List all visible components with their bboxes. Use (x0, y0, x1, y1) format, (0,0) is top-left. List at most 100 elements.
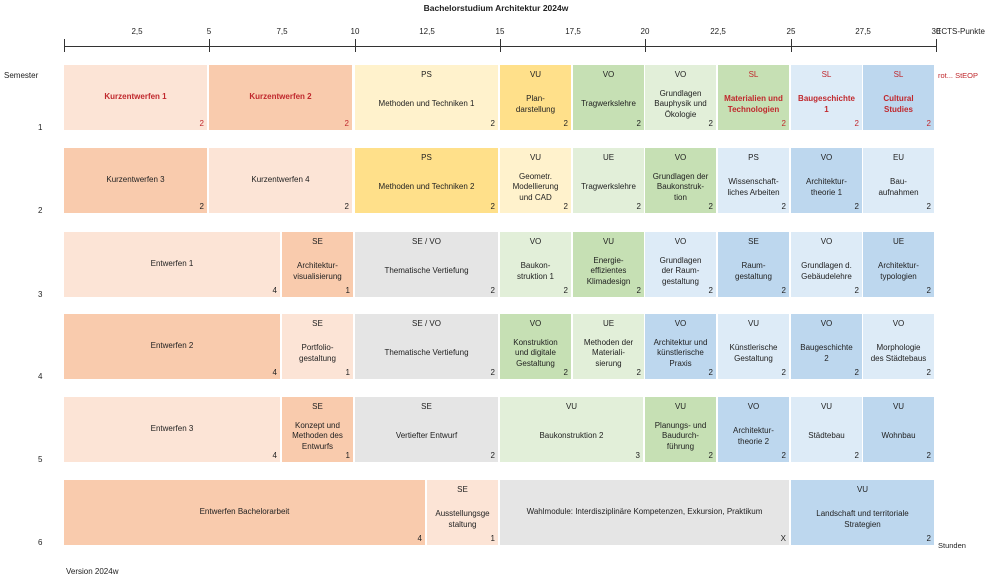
course-type: PS (421, 153, 432, 162)
course-cell: PS Methoden und Techniken 1 2 (355, 65, 498, 130)
course-hours: 2 (636, 367, 641, 377)
course-name: Architektur- theorie 2 (733, 426, 774, 446)
course-type: VU (674, 402, 687, 411)
course-cell: Entwerfen 3 4 (64, 397, 280, 462)
course-name: Kurzentwerfen 1 (104, 92, 167, 102)
course-name: Baukon- struktion 1 (517, 261, 554, 281)
course-hours: 2 (344, 201, 349, 211)
course-hours: 2 (926, 118, 931, 128)
course-name: Methoden der Materiali- sierung (583, 337, 634, 368)
course-type: VU (529, 153, 542, 162)
scale-tick-label: 17,5 (565, 27, 581, 36)
course-cell: SE Vertiefter Entwurf 2 (355, 397, 498, 462)
course-cell: Wahlmodule: Interdisziplinäre Kompetenze… (500, 480, 789, 545)
version-label: Version 2024w (66, 567, 119, 576)
course-name: Portfolio- gestaltung (299, 343, 336, 363)
course-cell: SE / VO Thematische Vertiefung 2 (355, 232, 498, 297)
course-name: Methoden und Techniken 1 (378, 99, 475, 109)
course-hours: 2 (926, 450, 931, 460)
course-type: SE / VO (412, 319, 441, 328)
course-name: Energie- effizientes Klimadesign (586, 255, 631, 286)
course-type: PS (748, 153, 759, 162)
course-name: Kurzentwerfen 2 (249, 92, 312, 102)
hours-unit-label: Stunden (938, 541, 966, 550)
scale-tick-label: 15 (495, 27, 505, 36)
scale-tick-label: 30 (931, 27, 941, 36)
course-hours: 2 (490, 201, 495, 211)
course-name: Tragwerkslehre (581, 182, 636, 192)
course-cell: VO Architektur- theorie 1 2 (791, 148, 862, 213)
course-type: SL (748, 70, 759, 79)
scale-tick-label: 20 (640, 27, 650, 36)
course-hours: 2 (708, 367, 713, 377)
course-name: Kurzentwerfen 3 (106, 175, 165, 185)
course-cell: SE / VO Thematische Vertiefung 2 (355, 314, 498, 379)
course-hours: 2 (708, 450, 713, 460)
course-cell: SE Architektur- visualisierung 1 (282, 232, 353, 297)
course-name: Thematische Vertiefung (384, 348, 469, 358)
course-hours: 1 (490, 533, 495, 543)
scale-tick (64, 39, 65, 52)
course-cell: VU Baukonstruktion 2 3 (500, 397, 643, 462)
course-type: VO (529, 319, 542, 328)
course-name: Plan- darstellung (515, 94, 556, 114)
course-cell: UE Architektur- typologien 2 (863, 232, 934, 297)
semester-number: 3 (38, 290, 43, 299)
course-cell: VU Plan- darstellung 2 (500, 65, 571, 130)
course-hours: 2 (926, 285, 931, 295)
course-hours: 2 (781, 285, 786, 295)
course-name: Entwerfen 3 (150, 424, 194, 434)
course-name: Thematische Vertiefung (384, 266, 469, 276)
course-hours: 2 (854, 201, 859, 211)
course-hours: 2 (854, 367, 859, 377)
scale-tick-label: 5 (206, 27, 212, 36)
course-cell: Entwerfen 1 4 (64, 232, 280, 297)
course-hours: 2 (490, 285, 495, 295)
course-hours: 1 (345, 285, 350, 295)
course-cell: Entwerfen 2 4 (64, 314, 280, 379)
course-cell: SE Raum- gestaltung 2 (718, 232, 789, 297)
course-name: Bau- aufnahmen (878, 177, 919, 197)
course-hours: 2 (926, 533, 931, 543)
course-name: Morphologie des Städtebaus (870, 343, 927, 363)
course-name: Baugeschichte 2 (800, 343, 853, 363)
course-hours: 2 (490, 450, 495, 460)
course-cell: Kurzentwerfen 4 2 (209, 148, 352, 213)
scale-tick-label: 7,5 (276, 27, 288, 36)
course-hours: 2 (708, 285, 713, 295)
course-hours: 2 (344, 118, 349, 128)
course-hours: 2 (781, 450, 786, 460)
course-type: VO (602, 70, 615, 79)
course-hours: 3 (635, 450, 640, 460)
course-cell: VU Städtebau 2 (791, 397, 862, 462)
course-name: Kurzentwerfen 4 (251, 175, 310, 185)
course-type: VO (747, 402, 760, 411)
scale-tick-label: 12,5 (419, 27, 435, 36)
course-cell: VU Landschaft und territoriale Strategien… (791, 480, 934, 545)
course-type: VU (529, 70, 542, 79)
semester-header: Semester (4, 71, 39, 80)
course-name: Geometr. Modellierung und CAD (512, 171, 559, 202)
course-name: Architektur- theorie 1 (806, 177, 847, 197)
course-type: UE (602, 319, 615, 328)
course-name: Ausstellungsge staltung (435, 509, 490, 529)
scale-tick (209, 39, 210, 52)
course-name: Architektur- visualisierung (293, 261, 342, 281)
course-hours: 4 (272, 450, 277, 460)
course-cell: VO Konstruktion und digitale Gestaltung 2 (500, 314, 571, 379)
course-hours: 2 (708, 118, 713, 128)
course-type: PS (421, 70, 432, 79)
scale-tick-label: 2,5 (131, 27, 143, 36)
course-type: VU (602, 237, 615, 246)
course-hours: 2 (781, 367, 786, 377)
ects-scale: 2,5 5 7,5 10 12,5 15 17,5 20 22,5 25 27,5 30 (0, 0, 992, 60)
scale-tick-label: 27,5 (855, 27, 871, 36)
course-type: SE / VO (412, 237, 441, 246)
course-name: Baukonstruktion 2 (539, 431, 604, 441)
course-hours: 2 (854, 118, 859, 128)
course-cell: VU Planungs- und Baudurch- führung 2 (645, 397, 716, 462)
scale-tick (936, 39, 937, 52)
course-type: VU (747, 319, 760, 328)
course-name: Wohnbau (881, 431, 916, 441)
semester-number: 5 (38, 455, 43, 464)
